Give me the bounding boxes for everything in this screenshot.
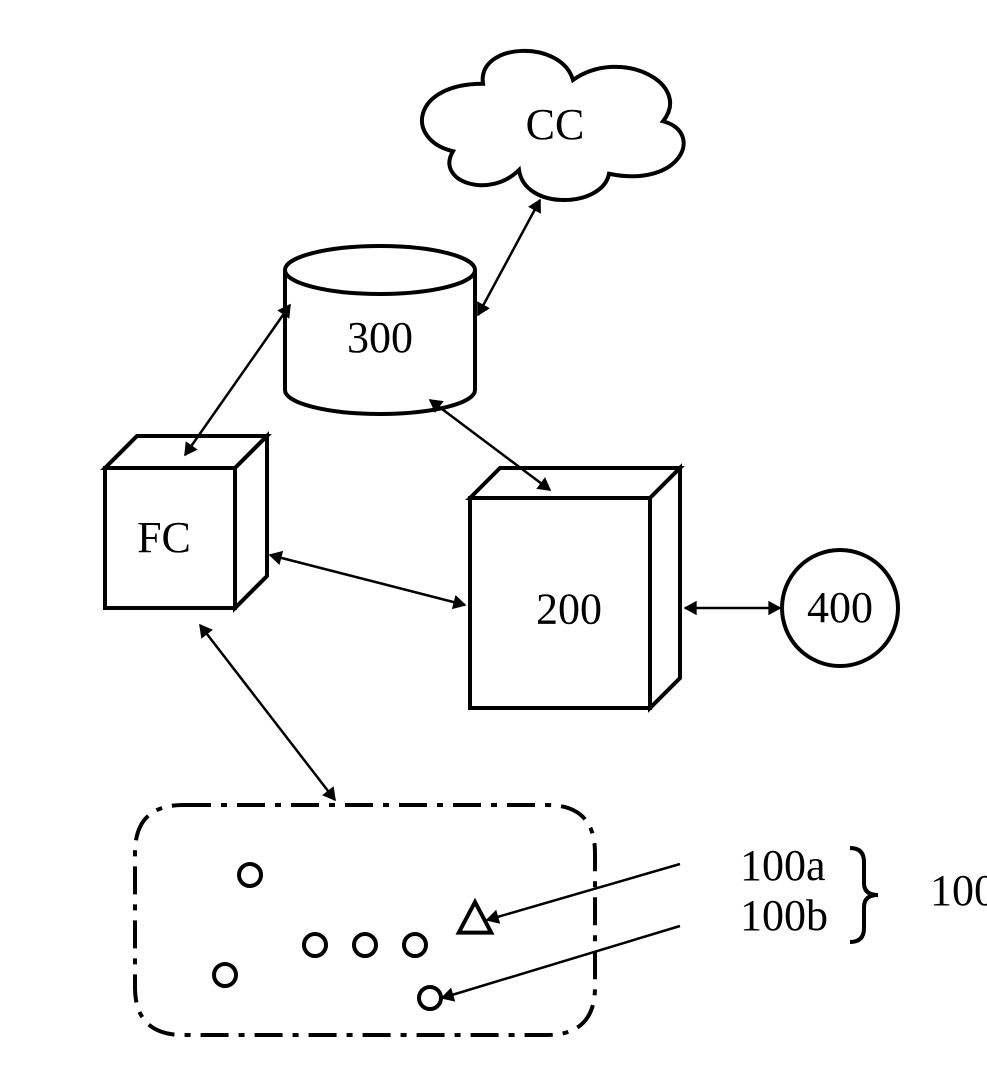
- field-dot-4: [404, 934, 426, 956]
- box-200-label: 200: [536, 585, 602, 634]
- leader-100a: [487, 864, 680, 920]
- field-dot-1: [214, 964, 236, 986]
- box-200-top: [470, 468, 680, 498]
- cloud-cc-label: CC: [526, 100, 585, 149]
- field-100-boundary: [135, 805, 595, 1035]
- edge-cube_right-box200_left: [270, 555, 465, 605]
- label-100b: 100b: [740, 891, 828, 940]
- cylinder-300-label: 300: [347, 313, 413, 362]
- label-100: 100: [930, 866, 987, 915]
- field-dot-0: [239, 864, 261, 886]
- edge-cube_bottom-field_top: [200, 625, 335, 800]
- cube-fc-side: [235, 436, 267, 608]
- leader-100b: [442, 926, 680, 998]
- field-dot-3: [354, 934, 376, 956]
- label-100a: 100a: [740, 841, 826, 890]
- box-200-side: [650, 468, 680, 708]
- edge-cylinder_right-cloud_bottom: [478, 200, 540, 315]
- field-dot-5: [419, 987, 441, 1009]
- field-triangle-100a: [459, 902, 491, 933]
- circle-400-label: 400: [807, 583, 873, 632]
- field-dot-2: [304, 934, 326, 956]
- brace-100: [850, 848, 878, 942]
- edge-cube_top-cylinder_left: [185, 305, 290, 455]
- cylinder-300-top: [285, 246, 475, 294]
- cube-fc-label: FC: [137, 513, 191, 562]
